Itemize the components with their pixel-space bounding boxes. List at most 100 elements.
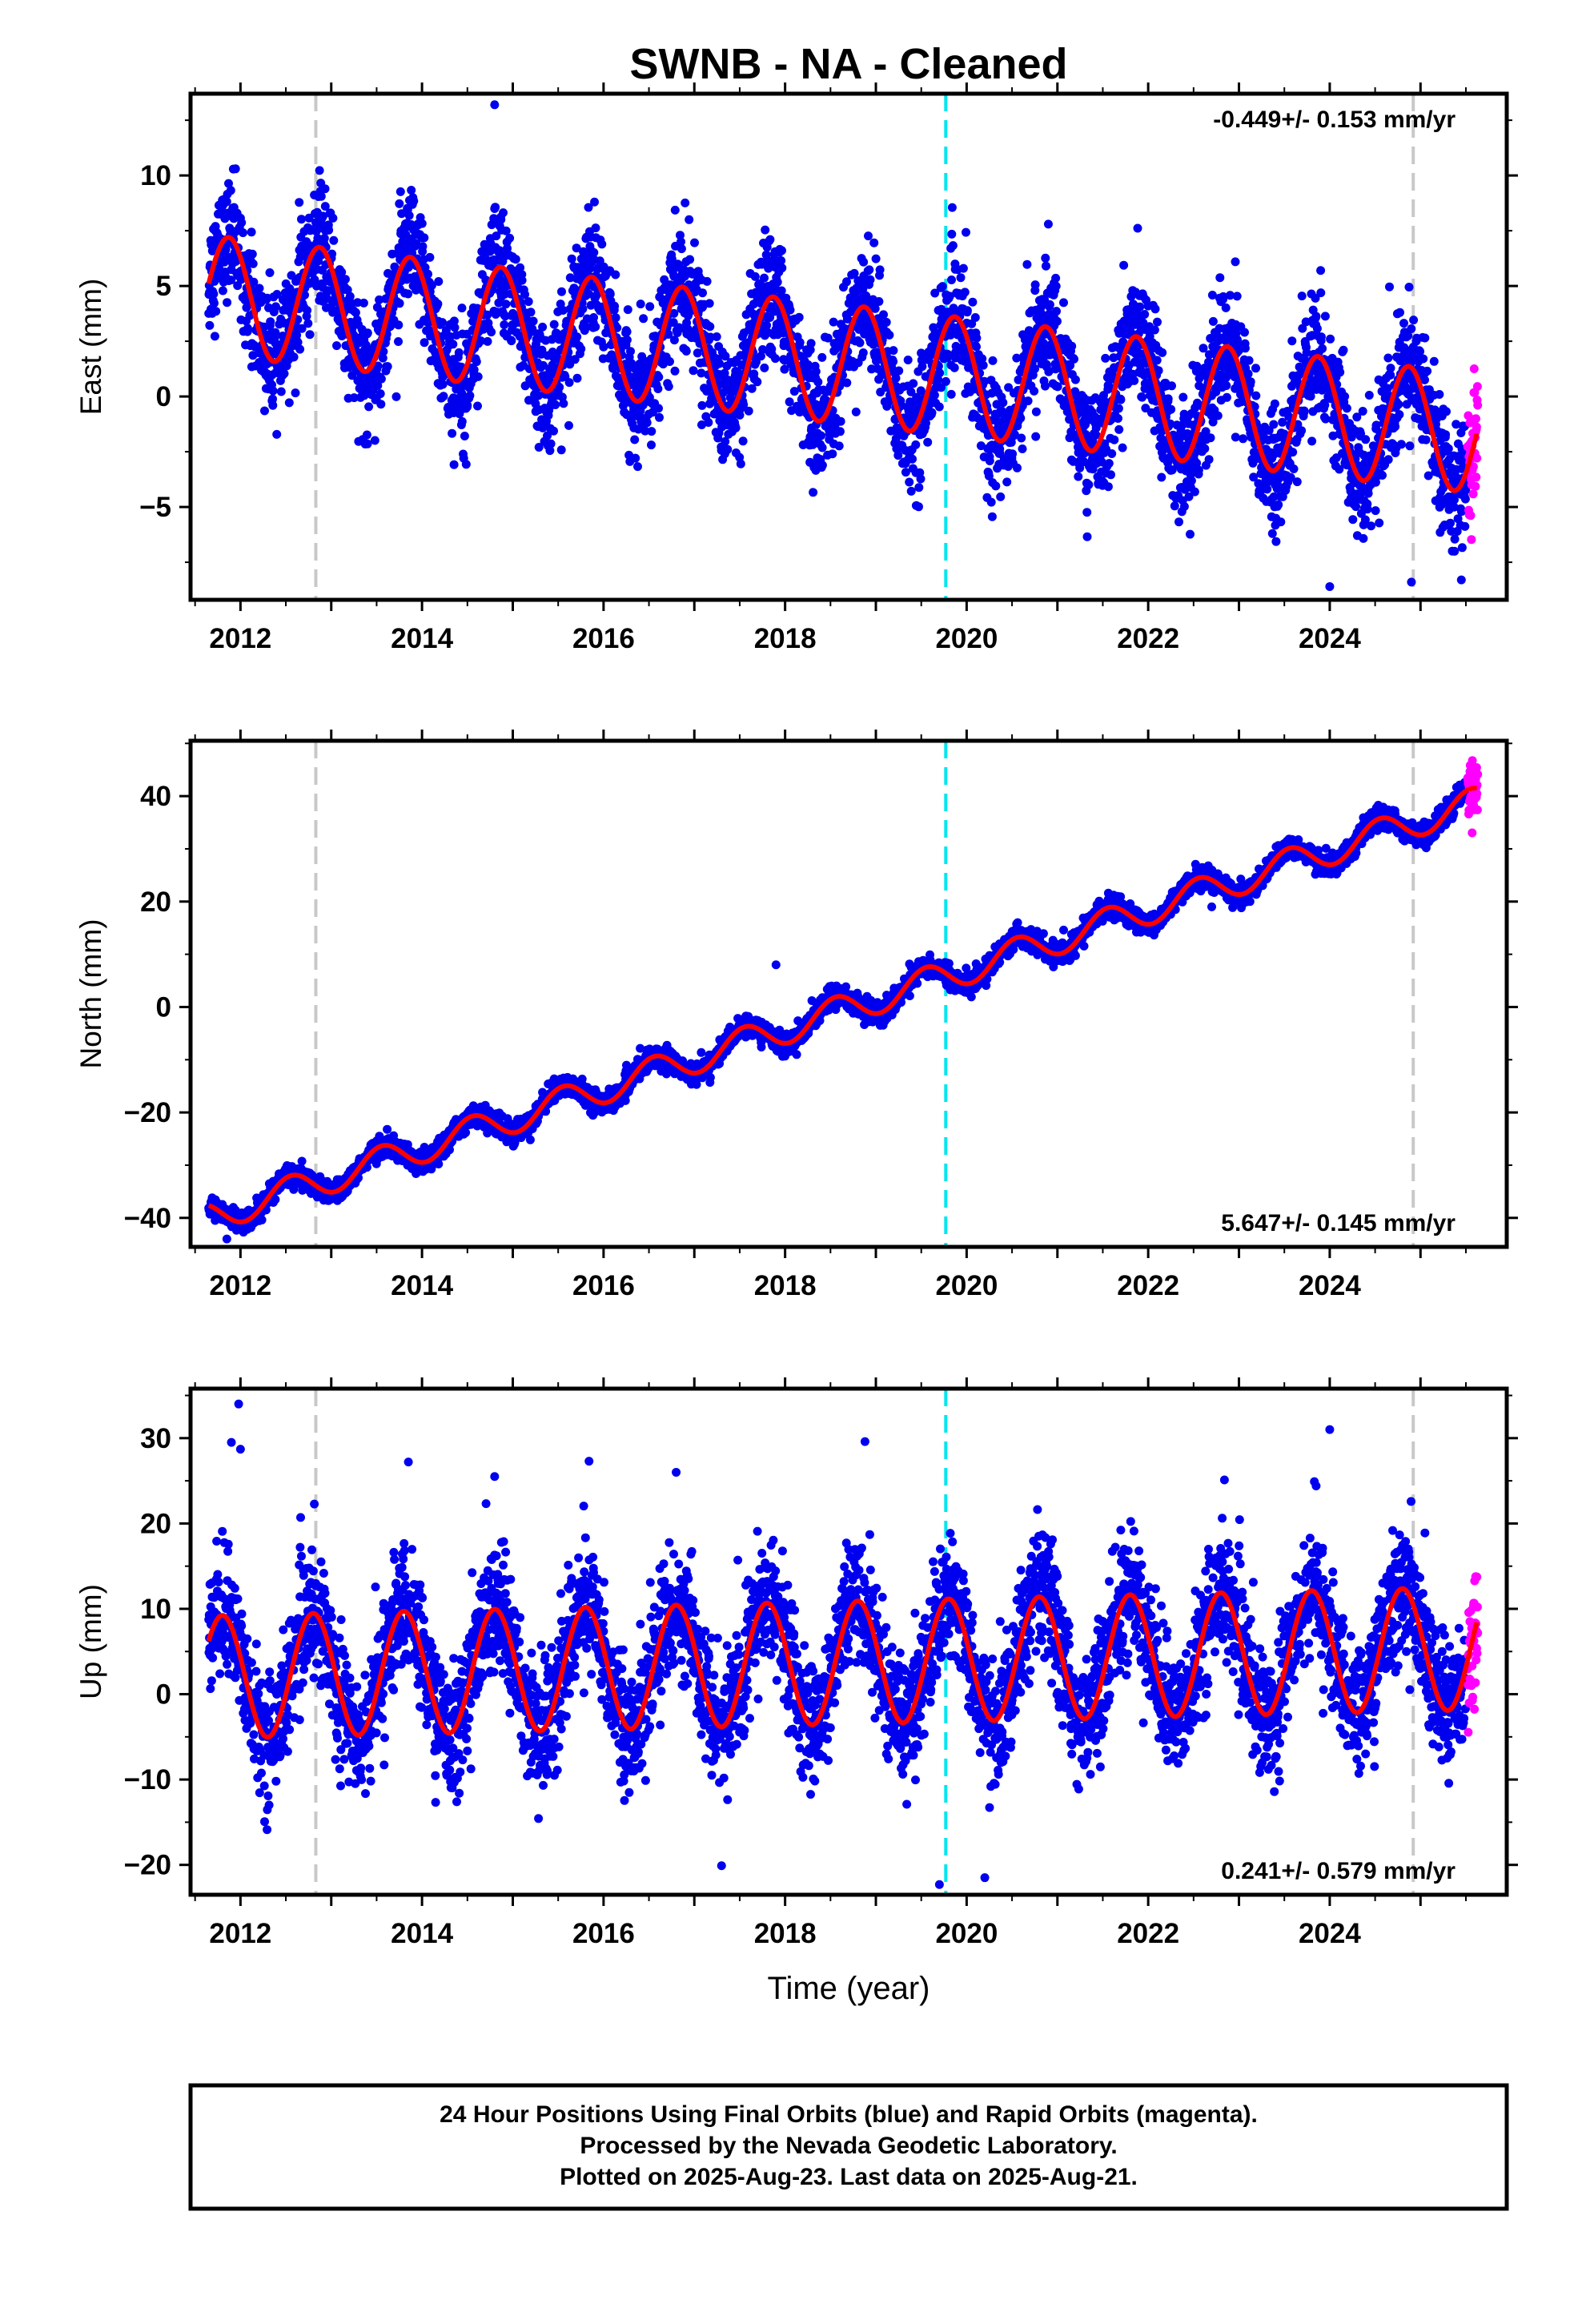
rapid-data-point bbox=[1467, 535, 1476, 545]
data-point bbox=[677, 244, 686, 254]
data-point bbox=[599, 342, 608, 352]
data-point bbox=[404, 211, 414, 220]
data-point bbox=[930, 390, 939, 400]
data-point bbox=[697, 420, 706, 429]
data-point bbox=[996, 492, 1006, 501]
data-point bbox=[297, 1156, 307, 1166]
data-point bbox=[465, 391, 475, 400]
data-point bbox=[1119, 260, 1129, 270]
data-point bbox=[1361, 435, 1371, 444]
data-point bbox=[379, 347, 388, 356]
data-point bbox=[908, 454, 917, 464]
x-tick-label: 2024 bbox=[1299, 623, 1361, 654]
data-point bbox=[461, 460, 471, 469]
data-point bbox=[761, 225, 770, 235]
data-point bbox=[1052, 307, 1061, 316]
data-point bbox=[1404, 283, 1414, 292]
data-point bbox=[1407, 324, 1416, 333]
data-point bbox=[565, 273, 575, 283]
data-point bbox=[1460, 521, 1470, 531]
data-point bbox=[492, 231, 501, 241]
data-point bbox=[257, 1215, 267, 1224]
data-point bbox=[584, 289, 593, 299]
data-point bbox=[1450, 534, 1460, 544]
data-point bbox=[564, 420, 573, 430]
data-point bbox=[1364, 391, 1374, 400]
data-point bbox=[669, 308, 679, 318]
data-point bbox=[654, 372, 664, 382]
data-point bbox=[947, 203, 957, 212]
data-point bbox=[543, 431, 552, 440]
data-point bbox=[205, 320, 215, 330]
data-point bbox=[1194, 465, 1203, 475]
data-point bbox=[1179, 502, 1189, 511]
y-tick-label: −5 bbox=[139, 492, 171, 523]
data-point bbox=[526, 308, 536, 317]
data-point bbox=[1420, 333, 1430, 343]
data-point bbox=[304, 213, 314, 223]
data-point bbox=[247, 227, 256, 237]
data-point bbox=[1138, 392, 1147, 402]
data-point bbox=[375, 389, 385, 399]
data-point bbox=[227, 275, 236, 285]
data-point bbox=[362, 430, 371, 440]
data-point bbox=[218, 286, 227, 296]
data-point bbox=[736, 459, 745, 468]
data-point bbox=[284, 398, 294, 408]
data-point bbox=[272, 290, 282, 299]
data-point bbox=[249, 277, 259, 287]
rapid-data-point bbox=[1472, 422, 1481, 432]
data-point bbox=[633, 462, 642, 472]
data-point bbox=[1104, 459, 1114, 468]
data-point bbox=[268, 386, 278, 396]
data-point bbox=[1167, 381, 1176, 391]
data-point bbox=[226, 186, 235, 195]
data-point bbox=[469, 365, 479, 375]
data-point bbox=[328, 213, 338, 223]
data-point bbox=[669, 336, 679, 345]
data-point bbox=[279, 369, 289, 378]
data-point bbox=[332, 341, 341, 351]
final-orbit-points bbox=[204, 100, 1471, 591]
outlier-point bbox=[408, 193, 418, 203]
data-point bbox=[998, 398, 1008, 408]
data-point bbox=[1017, 433, 1026, 443]
data-point bbox=[1140, 310, 1150, 319]
data-point bbox=[424, 269, 432, 279]
data-point bbox=[1114, 404, 1123, 413]
data-point bbox=[391, 392, 401, 401]
data-point bbox=[534, 391, 544, 400]
data-point bbox=[916, 474, 926, 484]
data-point bbox=[293, 337, 303, 347]
data-point bbox=[448, 428, 457, 438]
data-point bbox=[517, 275, 527, 285]
data-point bbox=[449, 316, 459, 326]
data-point bbox=[556, 445, 566, 455]
rapid-data-point bbox=[1472, 453, 1482, 463]
data-point bbox=[211, 307, 221, 316]
data-point bbox=[941, 376, 950, 386]
data-point bbox=[739, 400, 749, 409]
outlier-point bbox=[1043, 219, 1053, 229]
data-point bbox=[1130, 376, 1139, 385]
data-point bbox=[1067, 341, 1077, 351]
data-point bbox=[500, 289, 509, 299]
data-point bbox=[914, 502, 923, 512]
data-point bbox=[972, 333, 982, 343]
data-point bbox=[1270, 399, 1279, 408]
data-point bbox=[875, 265, 885, 275]
data-point bbox=[834, 441, 844, 451]
rapid-data-point bbox=[1472, 382, 1482, 392]
data-point bbox=[639, 314, 648, 324]
data-point bbox=[667, 254, 677, 263]
data-point bbox=[858, 348, 868, 357]
data-point bbox=[450, 323, 460, 332]
data-point bbox=[359, 391, 369, 400]
outlier-point bbox=[490, 100, 500, 110]
data-point bbox=[266, 317, 275, 327]
data-point bbox=[1240, 328, 1249, 337]
data-point bbox=[295, 344, 305, 354]
data-point bbox=[889, 346, 898, 356]
